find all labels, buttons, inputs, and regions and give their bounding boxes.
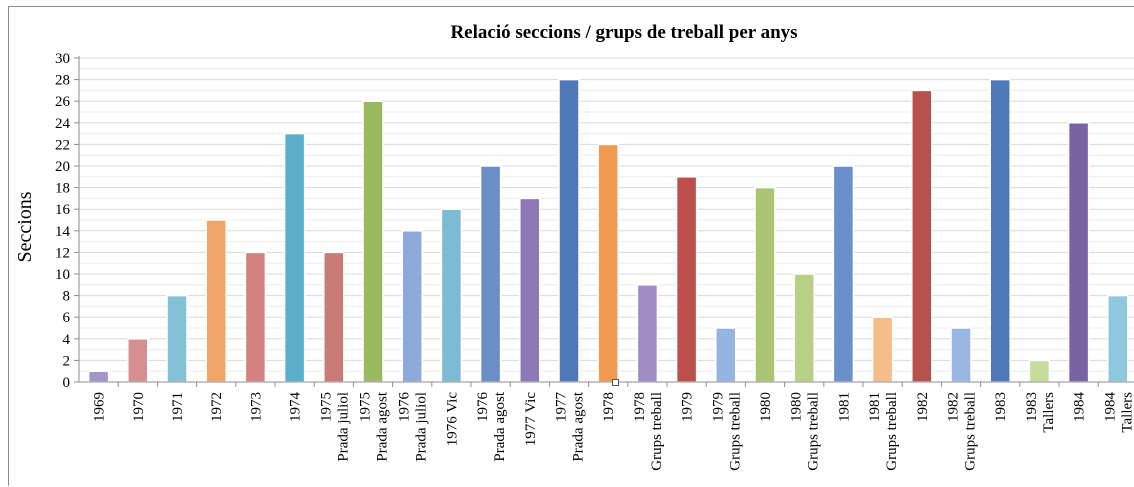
x-tick-label: 1975 xyxy=(318,392,334,422)
x-tick-label: 1972 xyxy=(209,392,225,422)
x-tick-label: Prada juliol xyxy=(335,392,351,462)
x-tick-label: 1980 xyxy=(789,392,805,422)
bar xyxy=(1067,122,1090,383)
x-tick-label: Prada agost xyxy=(375,391,391,461)
y-tick-label: 16 xyxy=(55,202,71,218)
y-tick-label: 2 xyxy=(63,353,71,369)
x-tick-label: 1977 Vic xyxy=(523,392,539,447)
bar xyxy=(950,327,972,383)
chart-frame: Relació seccions / grups de treball per … xyxy=(8,6,1134,486)
x-tick-label: 1983 xyxy=(993,392,1009,422)
chart-svg: Relació seccions / grups de treball per … xyxy=(14,22,1134,471)
y-tick-label: 14 xyxy=(55,224,71,240)
y-tick-label: 12 xyxy=(55,245,70,261)
y-tick-label: 4 xyxy=(63,332,71,348)
x-tick-label: 1979 xyxy=(680,392,696,422)
x-tick-label: 1979 xyxy=(710,392,726,422)
y-tick-label: 28 xyxy=(55,73,70,89)
x-tick-label: 1982 xyxy=(946,392,962,422)
bar xyxy=(636,284,659,383)
bar xyxy=(871,316,894,383)
x-tick-label: 1970 xyxy=(131,392,147,422)
x-tick-label: Prada agost xyxy=(492,391,508,461)
bar xyxy=(362,100,384,383)
bar xyxy=(519,197,541,383)
bar xyxy=(911,89,933,383)
bar xyxy=(832,165,855,383)
bar xyxy=(1028,359,1051,383)
x-tick-label: 1981 xyxy=(867,392,883,422)
selection-handle[interactable] xyxy=(612,379,619,386)
x-tick-label: 1976 Vic xyxy=(444,392,460,447)
y-tick-label: 6 xyxy=(63,310,71,326)
bar xyxy=(754,186,776,383)
x-tick-label: Grups treball xyxy=(884,392,900,471)
bar xyxy=(597,143,619,383)
bar xyxy=(440,208,463,383)
x-tick-label: 1974 xyxy=(288,392,304,423)
x-tick-label: 1969 xyxy=(92,392,108,422)
x-tick-label: 1980 xyxy=(758,392,774,422)
y-tick-label: 24 xyxy=(55,116,71,132)
chart-title: Relació seccions / grups de treball per … xyxy=(450,22,797,43)
x-tick-label: Grups treball xyxy=(963,392,979,471)
bar xyxy=(989,78,1011,383)
y-tick-label: 26 xyxy=(55,94,71,110)
x-tick-label: Prada agost xyxy=(571,391,587,461)
x-tick-labels: 1969 1970 1971 1972 1973 1974 1975 Prada juliol… xyxy=(92,391,1134,471)
x-tick-label: Tallers xyxy=(1041,392,1057,433)
bar xyxy=(401,230,423,383)
bar xyxy=(479,165,502,383)
bar xyxy=(87,370,110,383)
axes xyxy=(78,56,1134,387)
x-tick-label: Prada juliol xyxy=(414,392,430,462)
x-tick-label: Grups treball xyxy=(806,392,822,471)
x-tick-label: Grups treball xyxy=(649,392,665,471)
bars xyxy=(87,78,1129,383)
bar xyxy=(166,294,188,383)
y-axis-label: Seccions xyxy=(14,191,36,262)
bar xyxy=(283,132,306,383)
bar xyxy=(127,338,149,383)
bar xyxy=(1107,294,1129,383)
bar xyxy=(558,78,580,383)
x-tick-label: 1978 xyxy=(601,392,617,422)
bar xyxy=(793,273,815,383)
bar xyxy=(205,219,227,383)
x-tick-label: Grups treball xyxy=(727,392,743,471)
bar xyxy=(244,251,267,383)
bar xyxy=(715,327,737,383)
x-tick-label: 1976 xyxy=(475,392,491,423)
y-tick-label: 18 xyxy=(55,181,70,197)
x-tick-label: 1984 xyxy=(1102,392,1118,423)
y-tick-label: 20 xyxy=(55,159,70,175)
x-tick-label: 1984 xyxy=(1072,392,1088,423)
x-tick-label: 1977 xyxy=(554,392,570,423)
x-tick-label: 1973 xyxy=(248,392,264,422)
x-tick-label: 1975 xyxy=(358,392,374,422)
y-tick-label: 30 xyxy=(55,51,70,67)
x-tick-label: Tallers xyxy=(1119,392,1134,433)
x-tick-label: 1981 xyxy=(836,392,852,422)
bar xyxy=(675,176,698,383)
x-tick-label: 1978 xyxy=(632,392,648,422)
y-tick-label: 0 xyxy=(63,375,71,391)
y-tick-label: 10 xyxy=(55,267,70,283)
x-tick-label: 1982 xyxy=(915,392,931,422)
y-tick-label: 8 xyxy=(63,289,71,305)
x-tick-label: 1976 xyxy=(397,392,413,423)
bar xyxy=(323,251,345,383)
y-tick-label: 22 xyxy=(55,137,70,153)
x-tick-label: 1983 xyxy=(1024,392,1040,422)
x-tick-label: 1971 xyxy=(170,392,186,422)
